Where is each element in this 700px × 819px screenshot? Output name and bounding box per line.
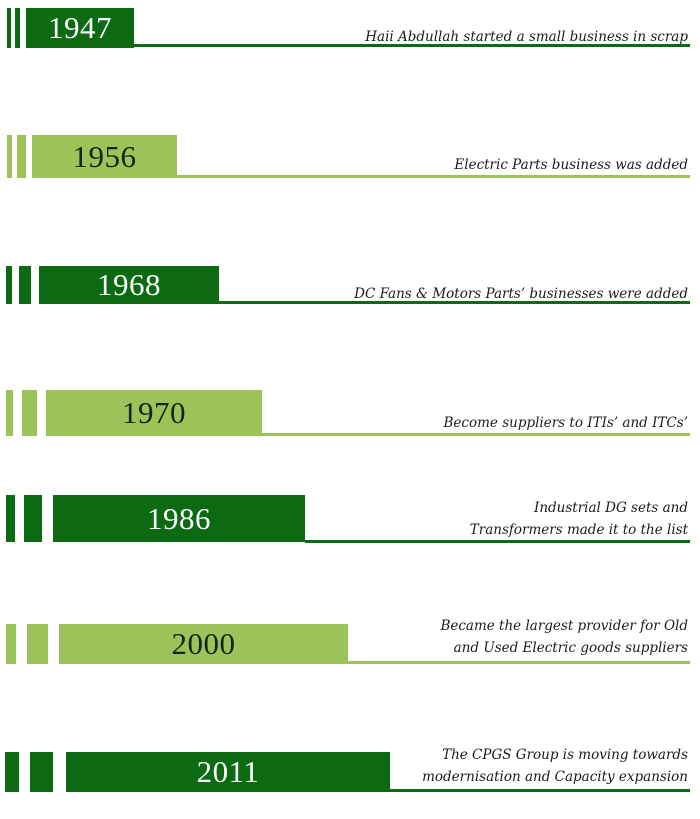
timeline-rule [390, 789, 690, 792]
timeline-rule [134, 44, 690, 47]
timeline-rule [219, 301, 690, 304]
milestone-description: DC Fans & Motors Parts’ businesses were … [354, 283, 688, 305]
stripe-decoration [5, 752, 19, 792]
milestone-description: The CPGS Group is moving towards modernis… [422, 744, 688, 788]
stripe-decoration [27, 624, 48, 664]
milestone-description: Industrial DG sets and Transformers made … [470, 497, 688, 541]
description-line: The CPGS Group is moving towards [442, 747, 688, 763]
stripe-decoration [6, 266, 12, 304]
year-label: 2000 [59, 624, 348, 664]
milestone-description: Electric Parts business was added [454, 154, 688, 176]
stripe-decoration [6, 624, 16, 664]
description-line: DC Fans & Motors Parts’ businesses were … [354, 286, 688, 302]
stripe-decoration [7, 8, 11, 48]
description-line: Haii Abdullah started a small business i… [365, 29, 688, 45]
timeline-rule [305, 540, 690, 543]
year-label: 1956 [32, 135, 177, 178]
stripe-decoration [24, 495, 42, 542]
description-line: modernisation and Capacity expansion [422, 769, 688, 785]
description-line: Became the largest provider for Old [440, 618, 688, 634]
milestone-description: Become suppliers to ITIs’ and ITCs’ [444, 412, 688, 434]
timeline-rule [348, 661, 690, 664]
year-label: 1947 [26, 8, 134, 48]
year-label: 1968 [39, 266, 219, 304]
stripe-decoration [6, 390, 13, 436]
stripe-decoration [22, 390, 37, 436]
description-line: Electric Parts business was added [454, 157, 688, 173]
description-line: Transformers made it to the list [469, 522, 688, 538]
description-line: and Used Electric goods suppliers [453, 640, 688, 656]
timeline-rule [262, 433, 690, 436]
milestone-description: Became the largest provider for Old and U… [440, 615, 688, 659]
stripe-decoration [17, 135, 26, 178]
stripe-decoration [15, 8, 20, 48]
description-line: Become suppliers to ITIs’ and ITCs’ [443, 415, 688, 431]
stripe-decoration [19, 266, 31, 304]
year-label: 1970 [46, 390, 262, 436]
year-label: 2011 [66, 752, 390, 792]
stripe-decoration [6, 495, 15, 542]
stripe-decoration [30, 752, 53, 792]
stripe-decoration [7, 135, 12, 178]
description-line: Industrial DG sets and [534, 500, 688, 516]
timeline-rule [177, 175, 690, 178]
milestone-description: Haii Abdullah started a small business i… [365, 26, 688, 48]
year-label: 1986 [53, 495, 305, 542]
